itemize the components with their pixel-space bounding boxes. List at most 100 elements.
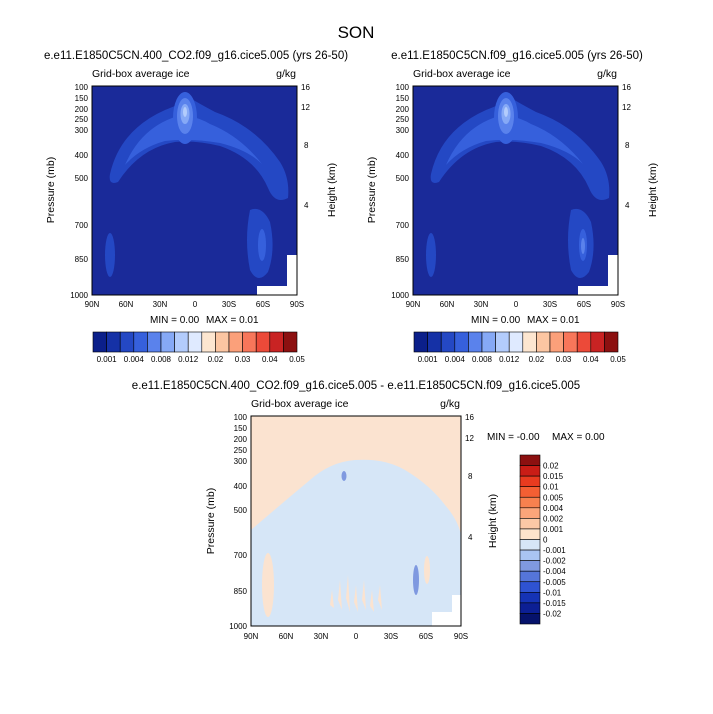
colorbar-swatch (519, 570, 541, 583)
y-tick-label: 250 (396, 115, 410, 124)
x-tick-label: 30N (474, 300, 489, 309)
colorbar-level-label: 0.03 (235, 355, 251, 364)
colorbar-level-label: -0.004 (543, 567, 566, 576)
y2-tick-label: 12 (622, 103, 631, 112)
colorbar-level-label: 0.05 (610, 355, 626, 364)
y2-tick-label: 12 (301, 103, 310, 112)
y-tick-label: 400 (234, 482, 248, 491)
y-tick-label: 300 (75, 126, 89, 135)
panel-3-title: e.e11.E1850C5CN.400_CO2.f09_g16.cice5.00… (132, 380, 580, 392)
panel-3-ylabel: Pressure (mb) (205, 488, 217, 555)
panel-1-y2-ticks: 16 12 8 4 (301, 83, 310, 210)
panel-1-y-ticks: 100 150 200 250 300 400 500 700 850 1000 (70, 83, 88, 300)
x-tick-label: 30N (153, 300, 168, 309)
x-tick-label: 30S (222, 300, 236, 309)
colorbar-swatch (519, 528, 541, 540)
panel-1-y2label: Height (km) (326, 163, 338, 217)
colorbar-swatch (519, 496, 541, 509)
page-title: SON (338, 23, 375, 42)
colorbar-swatch (519, 465, 541, 477)
panel-2-ylabel: Pressure (mb) (366, 157, 378, 224)
panel-2-colorbar: 0.001 0.004 0.008 0.012 0.02 0.03 0.04 0.05 (413, 331, 626, 364)
colorbar-level-label: 0.004 (445, 355, 466, 364)
y-tick-label: 700 (75, 221, 89, 230)
y-tick-label: 200 (396, 105, 410, 114)
panel-2-y-ticks: 100 150 200 250 300 400 500 700 850 1000 (391, 83, 409, 300)
y2-tick-label: 16 (622, 83, 631, 92)
colorbar-level-label: 0.001 (543, 525, 564, 534)
colorbar-level-label: 0 (543, 536, 548, 545)
colorbar-swatch (283, 331, 298, 353)
colorbar-swatch (269, 331, 284, 353)
panel-2-x-ticks: 90N 60N 30N 0 30S 60S 90S (406, 300, 625, 309)
x-tick-label: 60S (256, 300, 270, 309)
colorbar-swatch (255, 331, 271, 353)
colorbar-level-label: 0.004 (543, 504, 564, 513)
colorbar-level-label: 0.008 (472, 355, 493, 364)
colorbar-swatch (536, 331, 551, 353)
colorbar-swatch (519, 592, 541, 604)
colorbar-swatch (495, 331, 510, 353)
colorbar-swatch (576, 331, 592, 353)
panel-2-y2-ticks: 16 12 8 4 (622, 83, 631, 210)
colorbar-swatch (519, 454, 541, 466)
colorbar-swatch (519, 581, 541, 593)
panel-3-max-label: MAX = 0.00 (552, 432, 605, 443)
panel-2-field (412, 85, 619, 296)
colorbar-level-label: -0.015 (543, 599, 566, 608)
colorbar-level-label: 0.02 (529, 355, 545, 364)
colorbar-swatch (147, 331, 162, 353)
y-tick-label: 400 (75, 151, 89, 160)
panel-1-field (91, 85, 298, 296)
panel-3: e.e11.E1850C5CN.400_CO2.f09_g16.cice5.00… (132, 380, 605, 641)
colorbar-swatch (519, 549, 541, 561)
colorbar-swatch (549, 331, 564, 353)
y-tick-label: 150 (75, 94, 89, 103)
colorbar-level-label: 0.005 (543, 493, 564, 502)
colorbar-swatch (481, 331, 496, 353)
y-tick-label: 250 (234, 446, 248, 455)
y-tick-label: 300 (396, 126, 410, 135)
y-tick-label: 100 (234, 413, 248, 422)
x-tick-label: 60N (279, 632, 294, 641)
y-tick-label: 200 (234, 435, 248, 444)
colorbar-swatch (519, 507, 541, 519)
x-tick-label: 90N (406, 300, 421, 309)
colorbar-swatch (508, 331, 524, 353)
y2-tick-label: 4 (304, 201, 309, 210)
y2-tick-label: 8 (625, 141, 630, 150)
x-tick-label: 30N (314, 632, 329, 641)
colorbar-swatch (519, 602, 541, 614)
panel-2-y2label: Height (km) (647, 163, 659, 217)
y2-tick-label: 12 (465, 434, 474, 443)
y2-tick-label: 8 (468, 472, 473, 481)
panel-1: e.e11.E1850C5CN.400_CO2.f09_g16.cice5.00… (44, 50, 348, 364)
y2-tick-label: 8 (304, 141, 309, 150)
colorbar-level-label: -0.01 (543, 588, 562, 597)
y-tick-label: 100 (75, 83, 89, 92)
panel-1-max-label: MAX = 0.01 (206, 315, 259, 326)
panel-3-y2label: Height (km) (487, 494, 499, 548)
colorbar-swatch (215, 331, 230, 353)
colorbar-swatch (413, 331, 428, 353)
panel-3-left-label: Grid-box average ice (251, 398, 349, 410)
colorbar-swatch (106, 331, 121, 353)
x-tick-label: 30S (384, 632, 398, 641)
panel-1-ylabel: Pressure (mb) (45, 157, 57, 224)
colorbar-swatch (519, 486, 541, 498)
colorbar-level-label: 0.012 (499, 355, 520, 364)
y-tick-label: 500 (396, 174, 410, 183)
colorbar-swatch (454, 331, 469, 353)
x-tick-label: 90S (611, 300, 625, 309)
colorbar-swatch (228, 331, 243, 353)
colorbar-swatch (427, 331, 442, 353)
panel-2: e.e11.E1850C5CN.f09_g16.cice5.005 (yrs 2… (366, 50, 659, 364)
x-tick-label: 0 (514, 300, 519, 309)
panel-2-right-label: g/kg (597, 68, 617, 80)
panel-1-min-label: MIN = 0.00 (150, 315, 200, 326)
colorbar-swatch (519, 518, 541, 530)
colorbar-swatch (468, 331, 483, 353)
panel-1-right-label: g/kg (276, 68, 296, 80)
x-tick-label: 60N (440, 300, 455, 309)
panel-3-min-label: MIN = -0.00 (487, 432, 540, 443)
